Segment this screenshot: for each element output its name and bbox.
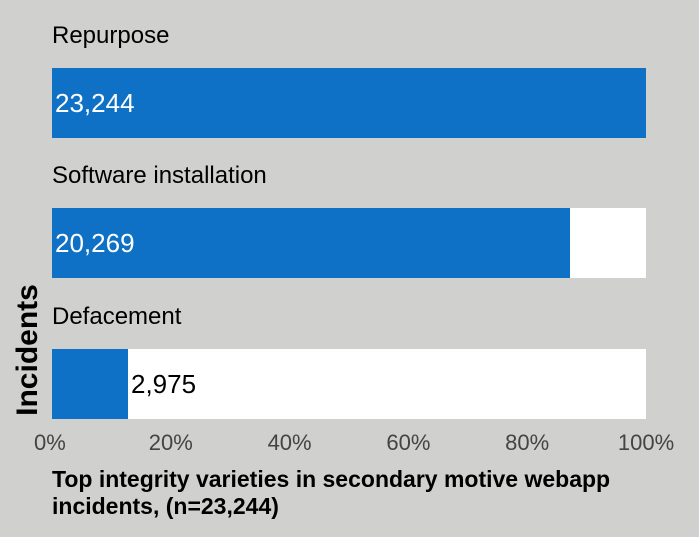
bar-track: 2,975 xyxy=(52,349,646,419)
x-tick-label: 60% xyxy=(386,430,431,455)
category-label: Software installation xyxy=(52,162,267,189)
x-tick-label: 80% xyxy=(505,430,550,455)
bar xyxy=(52,208,570,278)
data-label: 2,975 xyxy=(131,369,197,399)
x-tick-label: 0% xyxy=(34,430,66,455)
bar-track: 23,244 xyxy=(52,68,646,138)
data-label: 20,269 xyxy=(55,228,135,258)
category-label: Defacement xyxy=(52,303,182,330)
chart-title: Top integrity varieties in secondary mot… xyxy=(52,466,611,519)
bar xyxy=(52,68,646,138)
bar-track: 20,269 xyxy=(52,208,646,278)
category-label: Repurpose xyxy=(52,22,170,49)
y-axis-label: Incidents xyxy=(11,284,44,416)
x-tick-label: 20% xyxy=(148,430,193,455)
bar xyxy=(52,349,128,419)
x-tick-label: 40% xyxy=(267,430,312,455)
data-label: 23,244 xyxy=(55,88,135,118)
x-tick-label: 100% xyxy=(617,430,675,455)
